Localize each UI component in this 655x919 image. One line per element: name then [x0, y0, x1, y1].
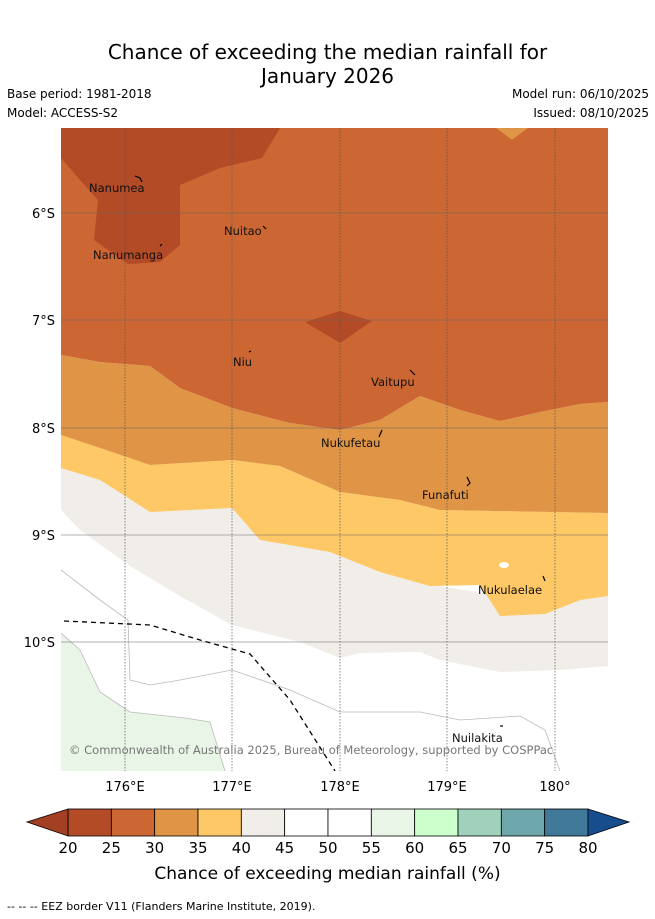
- place-label-nukufetau: Nukufetau: [321, 436, 380, 450]
- copyright-notice: © Commonwealth of Australia 2025, Bureau…: [69, 743, 553, 757]
- colorbar-tick-label: 45: [275, 839, 294, 857]
- colorbar-tick-label: 55: [362, 839, 381, 857]
- title-line-2: January 2026: [260, 64, 395, 88]
- colorbar-segment: [154, 808, 199, 837]
- colorbar-segments: [67, 808, 589, 837]
- lon-gridlines: [124, 128, 556, 771]
- place-label-funafuti: Funafuti: [422, 488, 469, 502]
- chart-title: Chance of exceeding the median rainfall …: [0, 40, 655, 88]
- colorbar-tick-label: 80: [578, 839, 597, 857]
- island-marks: [134, 175, 546, 727]
- lon-label: 179°E: [427, 780, 467, 795]
- issued-date: Issued: 08/10/2025: [533, 106, 649, 120]
- colorbar-segment: [110, 808, 156, 837]
- colorbar-segment: [544, 808, 589, 837]
- place-label-nuitao: Nuitao: [224, 224, 262, 238]
- lon-label: 180°: [539, 780, 570, 795]
- place-label-nuilakita: Nuilakita: [452, 731, 503, 745]
- lon-label: 176°E: [105, 780, 145, 795]
- model-run: Model run: 06/10/2025: [511, 87, 649, 101]
- colorbar-tick-label: 30: [145, 839, 164, 857]
- colorbar-tick-label: 40: [232, 839, 251, 857]
- colorbar-tick-label: 50: [318, 839, 337, 857]
- map-fill: [61, 128, 608, 771]
- colorbar-segment: [327, 808, 372, 837]
- colorbar-segment: [370, 808, 416, 837]
- lat-gridlines: [61, 212, 608, 643]
- place-label-nukulaelae: Nukulaelae: [478, 583, 542, 597]
- colorbar-tick-label: 70: [492, 839, 511, 857]
- colorbar-tick-label: 75: [535, 839, 554, 857]
- colorbar-segment: [67, 808, 112, 837]
- colorbar-segment: [414, 808, 459, 837]
- colorbar-over-arrow: [587, 808, 631, 837]
- lat-label: 10°S: [24, 636, 55, 651]
- lat-label: 7°S: [32, 314, 55, 329]
- place-label-nanumanga: Nanumanga: [93, 248, 163, 262]
- model-name: Model: ACCESS-S2: [7, 106, 119, 120]
- colorbar-segment: [197, 808, 242, 837]
- colorbar-tick-label: 35: [188, 839, 207, 857]
- colorbar-label: Chance of exceeding median rainfall (%): [154, 864, 501, 884]
- lon-label: 177°E: [212, 780, 252, 795]
- place-label-nanumea: Nanumea: [89, 181, 145, 195]
- colorbar-segment: [284, 808, 329, 837]
- lon-label: 178°E: [320, 780, 360, 795]
- colorbar-tick-label: 20: [58, 839, 77, 857]
- lat-label: 9°S: [32, 529, 55, 544]
- lat-label: 6°S: [32, 207, 55, 222]
- base-period: Base period: 1981-2018: [7, 87, 152, 101]
- colorbar-tick-label: 60: [405, 839, 424, 857]
- title-line-1: Chance of exceeding the median rainfall …: [107, 40, 548, 64]
- colorbar-segment: [240, 808, 286, 837]
- colorbar-tick-label: 25: [102, 839, 121, 857]
- lat-label: 8°S: [32, 422, 55, 437]
- colorbar-segment: [457, 808, 502, 837]
- place-label-vaitupu: Vaitupu: [371, 375, 415, 389]
- colorbar-ticks: 20 25 30 35 40 45 50 55 60 65 70 75 80: [58, 839, 597, 857]
- colorbar-tick-label: 65: [448, 839, 467, 857]
- colorbar-segment: [500, 808, 546, 837]
- colorbar-under-arrow: [25, 808, 69, 837]
- place-label-niu: Niu: [233, 355, 252, 369]
- eez-note: -- -- -- EEZ border V11 (Flanders Marine…: [7, 900, 316, 913]
- eez-border: [63, 620, 336, 771]
